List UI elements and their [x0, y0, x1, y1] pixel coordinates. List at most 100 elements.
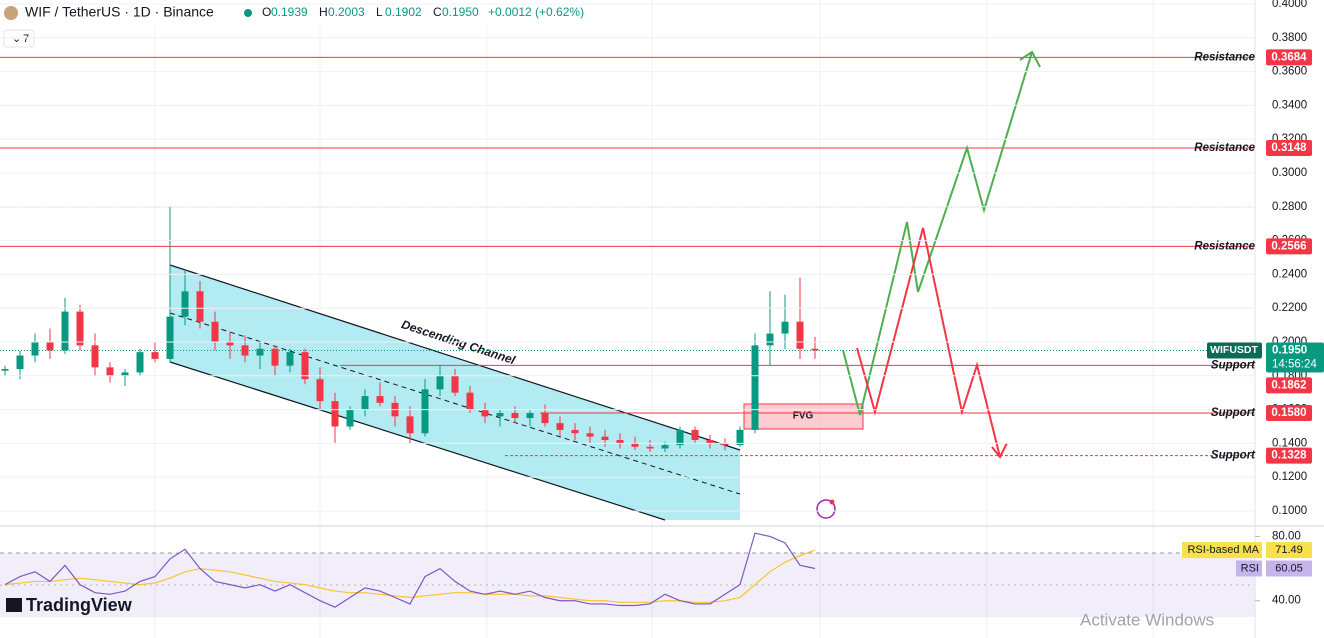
candle-body	[241, 345, 249, 356]
candle-body	[526, 412, 534, 419]
level-box	[1266, 139, 1312, 156]
rsi-band	[0, 553, 1255, 617]
logo-icon	[6, 598, 22, 612]
candle-body	[811, 348, 819, 351]
candle-body	[226, 342, 234, 346]
y-tick-label: 0.3000	[1272, 167, 1307, 179]
bullish-arrowhead	[1019, 50, 1041, 68]
candle-body	[691, 429, 699, 441]
candle-body	[61, 311, 69, 351]
y-tick-label: 0.1400	[1272, 437, 1307, 449]
candle-body	[256, 348, 264, 356]
candle-body	[421, 389, 429, 434]
candle-body	[496, 412, 504, 417]
candle-body	[31, 342, 39, 356]
candle-body	[601, 436, 609, 441]
candle-body	[91, 345, 99, 368]
candle-body	[16, 355, 24, 370]
candle-body	[571, 429, 579, 434]
candle-body	[136, 352, 144, 373]
candle-body	[541, 412, 549, 424]
candle-body	[1, 369, 9, 371]
level-box	[1266, 377, 1312, 394]
level-value: 0.3148	[1271, 142, 1307, 154]
rsi-value-box	[1266, 542, 1312, 559]
symbol-tag: WIFUSDT	[1210, 344, 1258, 356]
candle-body	[376, 396, 384, 403]
y-tick-label: 0.1200	[1272, 471, 1307, 483]
level-value: 0.2566	[1271, 240, 1306, 252]
candle-body	[646, 446, 654, 449]
level-name: Resistance	[1194, 240, 1255, 252]
y-tick-label: 0.3400	[1272, 99, 1307, 111]
bullish-projection	[842, 51, 1033, 416]
candle-body	[451, 375, 459, 393]
level-value: 0.1580	[1271, 407, 1306, 419]
level-value: 0.1328	[1271, 450, 1307, 462]
candle-body	[661, 445, 669, 449]
candle-body	[106, 367, 114, 376]
ohlc-key: O	[262, 5, 271, 19]
candle-body	[436, 375, 444, 390]
rsi-tick-label: 80.00	[1272, 530, 1301, 542]
ohlc-value: 0.1950	[442, 5, 479, 19]
rsi-line	[4, 532, 816, 608]
candle-body	[781, 321, 789, 334]
rsi-value-box	[1266, 560, 1312, 577]
y-tick-label: 0.1000	[1272, 505, 1307, 517]
y-tick-label: 0.3800	[1272, 32, 1307, 44]
level-value: 0.1862	[1271, 379, 1306, 391]
candle-body	[346, 409, 354, 427]
symbol: WIF / TetherUS · 1D · Binance	[25, 4, 214, 20]
channel-lower	[169, 361, 666, 521]
ohlc-value: 0.1902	[385, 5, 422, 19]
candle-body	[76, 311, 84, 346]
candle-body	[271, 348, 279, 366]
candle-body	[586, 433, 594, 437]
candle-body	[556, 423, 564, 430]
candle-body	[166, 316, 174, 359]
level-name: Support	[1211, 407, 1256, 419]
candle-body	[151, 352, 159, 359]
change: +0.0012 (+0.62%)	[488, 5, 584, 19]
bearish-arrowhead	[991, 442, 1008, 459]
candle-body	[301, 352, 309, 380]
candle-body	[706, 440, 714, 444]
candle-body	[361, 396, 369, 410]
rsi-name-box	[1236, 560, 1262, 577]
candle-body	[676, 429, 684, 446]
channel-upper	[169, 264, 741, 451]
candle-body	[751, 345, 759, 430]
level-box	[1266, 49, 1312, 66]
ohlc-value: 0.1939	[271, 5, 308, 19]
rsi-value: 60.05	[1275, 562, 1303, 574]
rsi-value: 71.49	[1275, 544, 1303, 556]
level-box	[1266, 238, 1312, 255]
indicator-count: 7	[23, 33, 29, 45]
rsi-tick-label: 40.00	[1272, 595, 1301, 607]
candle-body	[406, 416, 414, 434]
alert-dot	[829, 499, 835, 505]
ohlc-value: 0.2003	[328, 5, 365, 19]
ohlc-key: L	[376, 5, 383, 19]
channel-mid	[169, 312, 741, 495]
candle-body	[481, 409, 489, 417]
alert-icon[interactable]	[816, 499, 836, 519]
candle-body	[316, 379, 324, 402]
candle-body	[736, 429, 744, 446]
watermark: Activate Windows	[1080, 610, 1214, 629]
candle-body	[181, 291, 189, 317]
y-tick-label: 0.4000	[1272, 0, 1307, 10]
rsi-name-box	[1182, 542, 1262, 559]
level-value: 0.3684	[1271, 51, 1307, 63]
ohlc-key: H	[319, 5, 328, 19]
candle-body	[796, 321, 804, 349]
candle-body	[121, 372, 129, 376]
symbol-icon	[4, 6, 18, 20]
candle-body	[616, 440, 624, 444]
level-name: Resistance	[1194, 51, 1255, 63]
chevron: ⌄	[12, 33, 21, 45]
candle-body	[631, 443, 639, 447]
indicator-toggle[interactable]	[3, 29, 35, 48]
